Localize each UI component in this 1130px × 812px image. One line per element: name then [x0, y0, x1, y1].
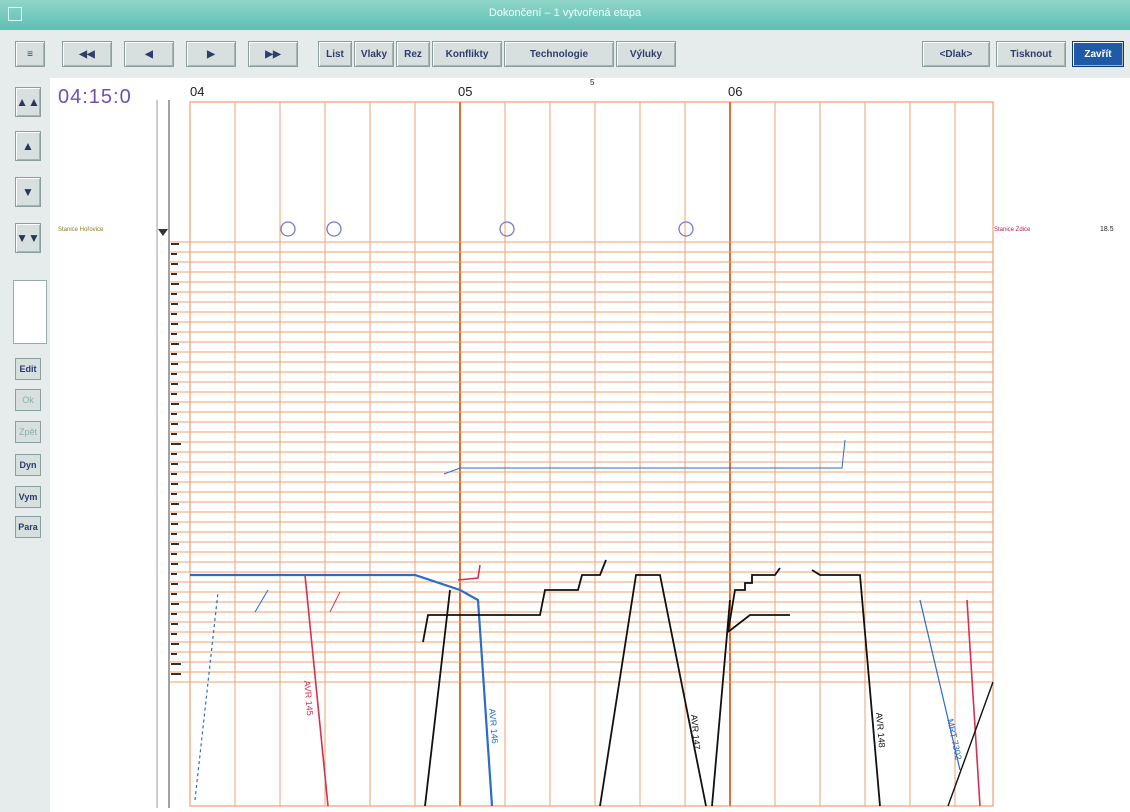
station-marker-icon[interactable]: [678, 221, 694, 237]
close-button[interactable]: Zavřít: [1072, 41, 1124, 67]
hour-tick-label: 5: [590, 78, 595, 87]
edit-button[interactable]: Edit: [15, 358, 41, 380]
train-path[interactable]: [727, 614, 790, 633]
train-path[interactable]: [457, 564, 481, 581]
station-right-value: 18.5: [1100, 226, 1114, 233]
print-button[interactable]: Tisknout: [996, 41, 1066, 67]
hour-label-04: 04: [190, 84, 205, 99]
menu-button[interactable]: ≡: [15, 41, 45, 67]
station-right-label: Stanice Zdice: [994, 227, 1031, 233]
hour-label-06: 06: [728, 84, 743, 99]
train-path[interactable]: [190, 573, 494, 807]
train-path[interactable]: [304, 574, 329, 807]
hour-label-05: 05: [458, 84, 473, 99]
tab-conflicts[interactable]: Konflikty: [432, 41, 502, 67]
train-path[interactable]: [254, 589, 269, 613]
train-path[interactable]: [194, 591, 219, 801]
system-menu-icon[interactable]: [8, 7, 22, 21]
time-display: 04:15:0: [58, 86, 132, 108]
tab-rez[interactable]: Rez: [396, 41, 430, 67]
timetable-graph-area[interactable]: [50, 78, 1130, 812]
scroll-up-icon[interactable]: ▲: [15, 131, 41, 161]
train-path[interactable]: [919, 599, 961, 771]
tab-list[interactable]: List: [318, 41, 352, 67]
title-bar: Dokončení – 1 vytvořená etapa: [0, 0, 1130, 30]
station-marker-icon[interactable]: [326, 221, 342, 237]
params-button[interactable]: Para: [15, 516, 41, 538]
dialog-button[interactable]: <Dlak>: [922, 41, 990, 67]
tab-technology[interactable]: Technologie: [504, 41, 614, 67]
train-path[interactable]: [811, 569, 881, 807]
station-left-label: Stanice Hořovice: [58, 227, 104, 233]
axis-top-label: TRASA: [1097, 790, 1101, 791]
train-path[interactable]: [947, 681, 994, 807]
tab-trains[interactable]: Vlaky: [354, 41, 394, 67]
train-path[interactable]: [329, 591, 341, 613]
train-path[interactable]: [443, 439, 846, 475]
dynamic-button[interactable]: Dyn: [15, 454, 41, 476]
nav-first-button[interactable]: ◀◀: [62, 41, 112, 67]
train-path[interactable]: [966, 599, 981, 807]
left-sidebar: ▲▲ ▲ ▼ ▼▼ Edit Ok Zpět Dyn Vym Para: [0, 82, 50, 812]
nav-next-button[interactable]: ▶: [186, 41, 236, 67]
back-button[interactable]: Zpět: [15, 421, 41, 443]
toolbar: ≡ ◀◀ ◀ ▶ ▶▶ List Vlaky Rez Konflikty Tec…: [0, 30, 1130, 82]
axis-pointer-icon: [158, 229, 168, 236]
generate-button[interactable]: Vym: [15, 486, 41, 508]
ok-button[interactable]: Ok: [15, 389, 41, 411]
nav-last-button[interactable]: ▶▶: [248, 41, 298, 67]
scroll-down-icon[interactable]: ▼: [15, 177, 41, 207]
scroll-top-icon[interactable]: ▲▲: [15, 87, 41, 117]
station-marker-icon[interactable]: [280, 221, 296, 237]
train-path[interactable]: [599, 574, 707, 807]
tab-closures[interactable]: Výluky: [616, 41, 676, 67]
train-path[interactable]: [711, 599, 731, 807]
info-panel: [13, 280, 47, 344]
train-path[interactable]: [727, 567, 781, 633]
train-path[interactable]: [424, 589, 451, 807]
window-title: Dokončení – 1 vytvořená etapa: [488, 7, 642, 19]
scroll-bottom-icon[interactable]: ▼▼: [15, 223, 41, 253]
station-marker-icon[interactable]: [499, 221, 515, 237]
nav-prev-button[interactable]: ◀: [124, 41, 174, 67]
